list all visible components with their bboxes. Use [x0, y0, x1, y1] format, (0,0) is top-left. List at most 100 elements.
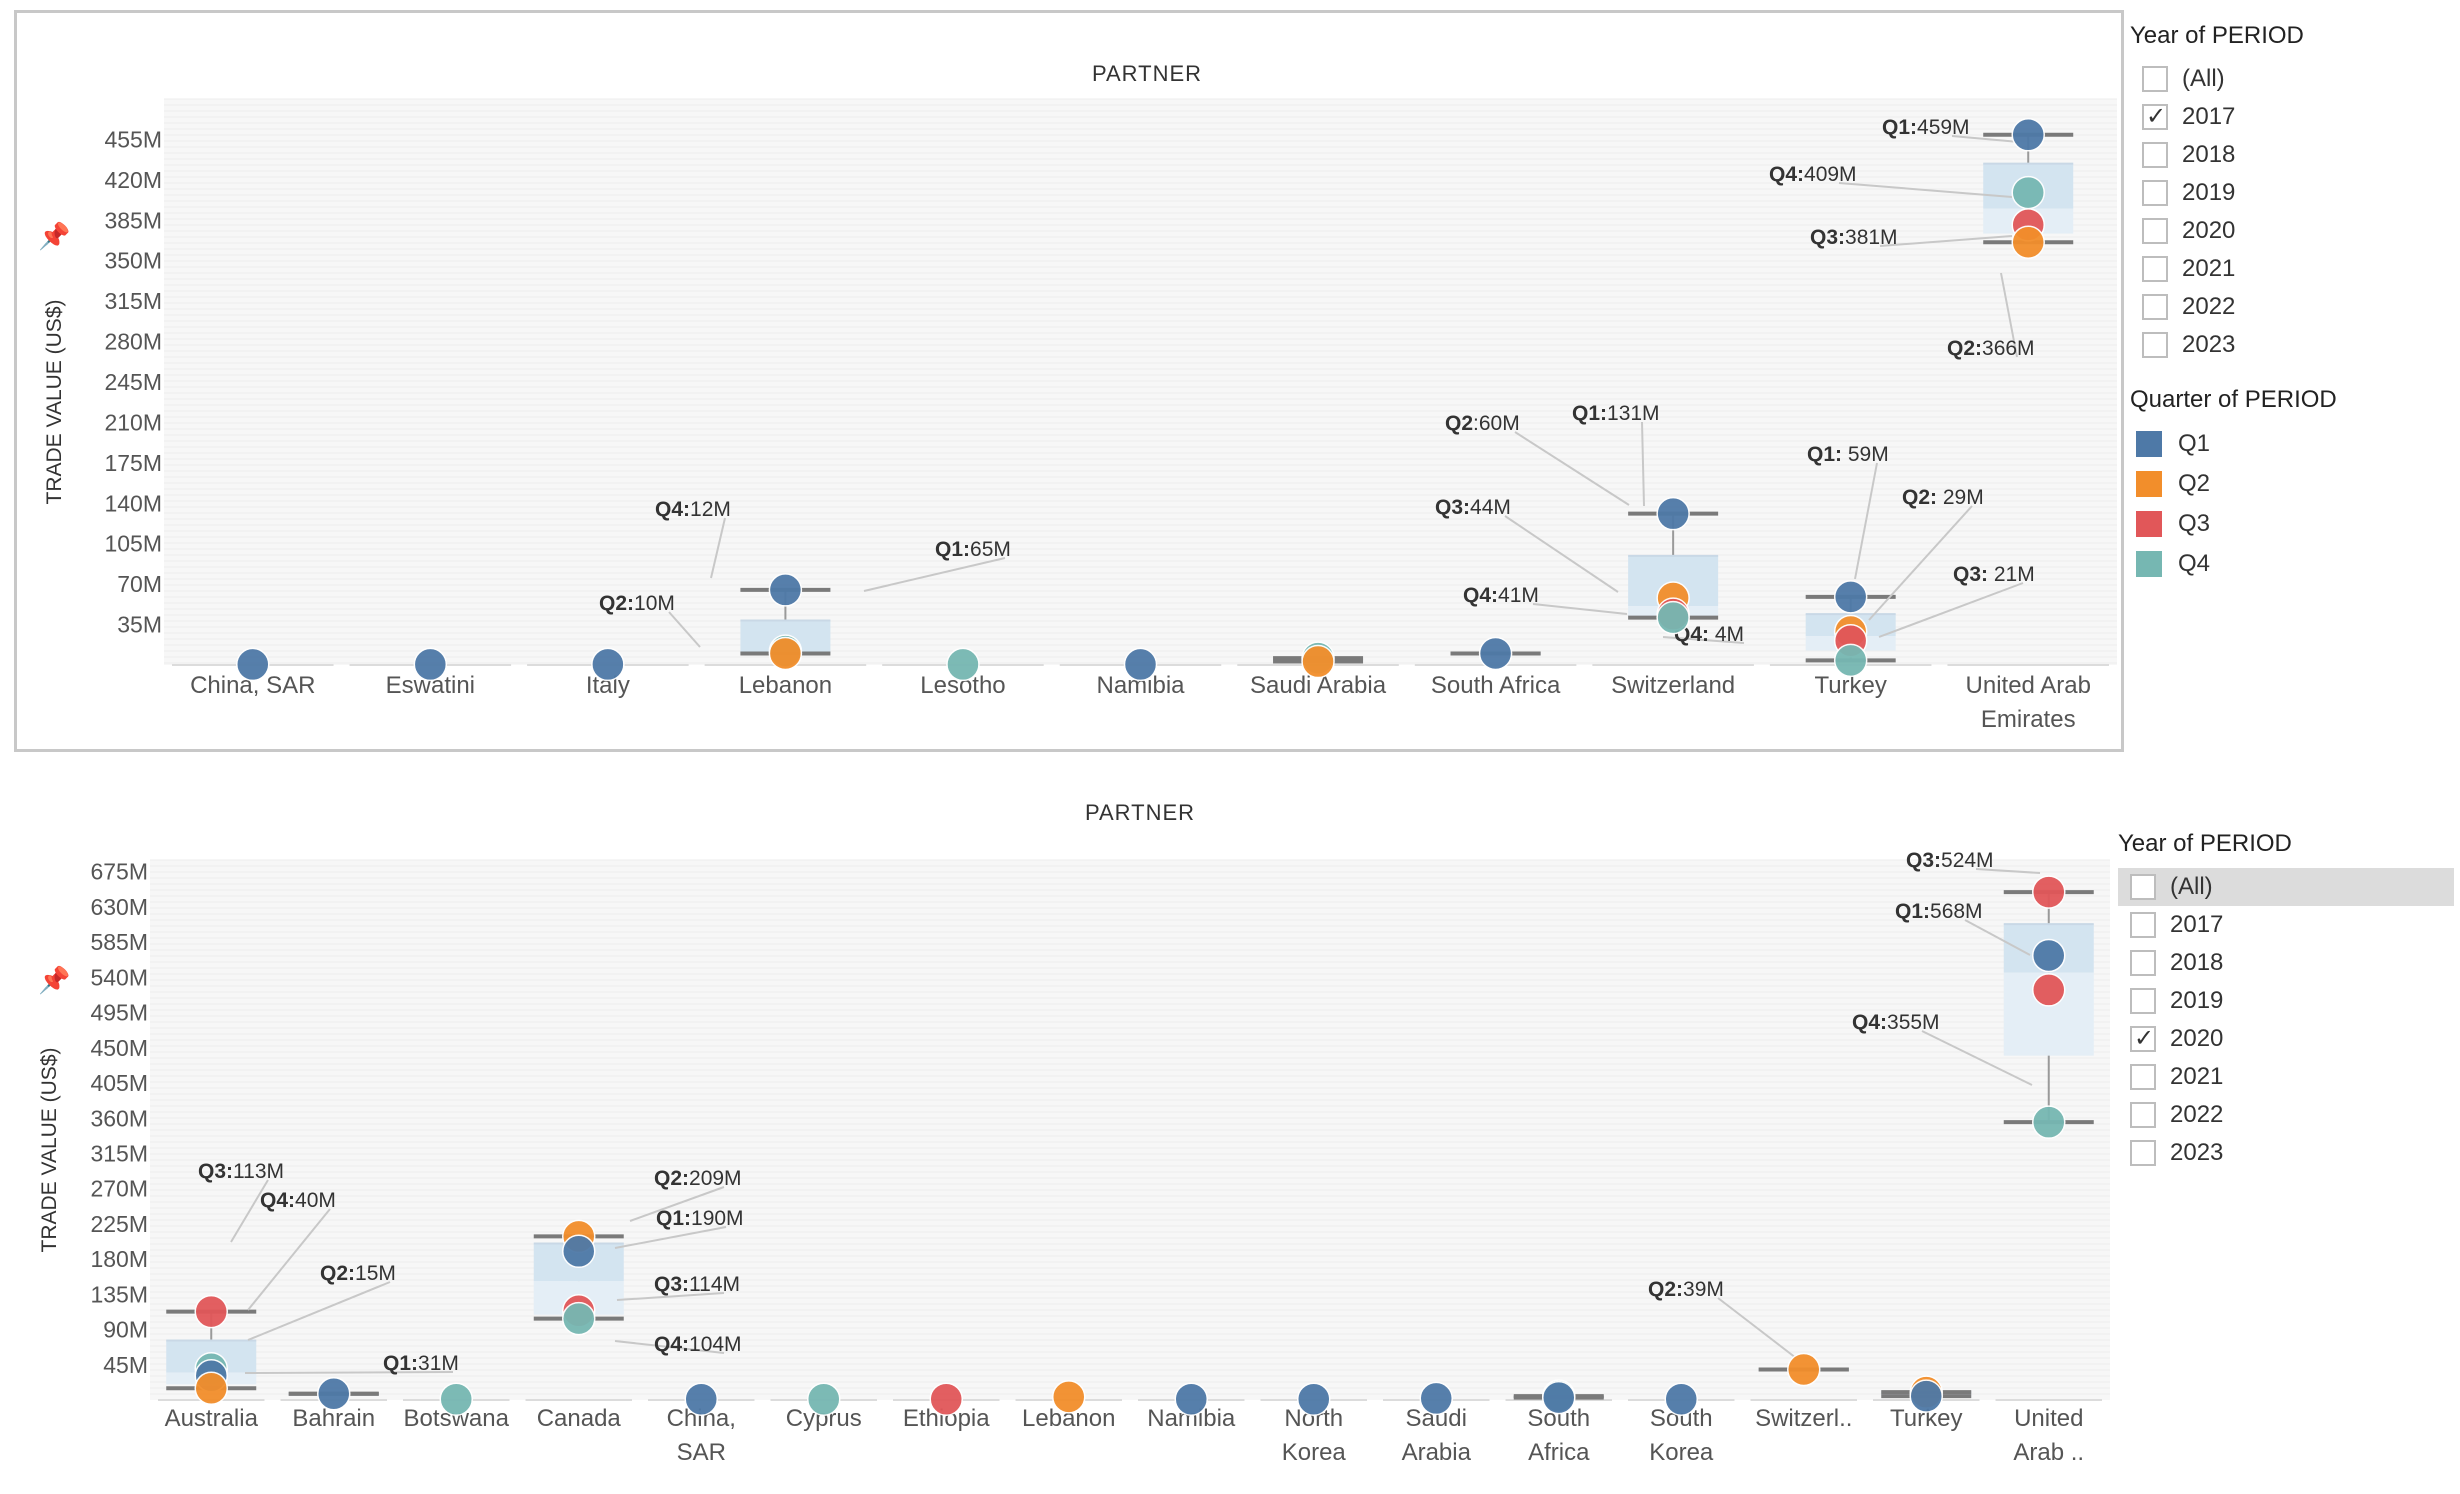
legend-top: Year of PERIOD (All) 2017 2018 2019 2020 2021… [2130, 22, 2450, 584]
year-filter-label: 2023 [2182, 331, 2236, 358]
legend-swatch [2136, 511, 2162, 537]
data-label: Q2:15M [320, 1262, 396, 1285]
checkbox[interactable] [2130, 1102, 2156, 1128]
checkbox[interactable] [2142, 294, 2168, 320]
data-label-quarter: Q2: [1947, 337, 1982, 360]
data-label: Q3:524M [1906, 849, 1994, 872]
y-tick-label: 450M [90, 1035, 148, 1061]
quarter-legend-item[interactable]: Q4 [2130, 544, 2450, 584]
year-filter-item[interactable]: 2022 [2130, 288, 2450, 326]
checkbox[interactable] [2142, 66, 2168, 92]
y-tick-label: 360M [90, 1105, 148, 1131]
label-leader-line [1717, 1297, 1797, 1359]
label-leader-line [1641, 421, 1645, 507]
year-filter-item[interactable]: (All) [2118, 868, 2454, 906]
year-filter-item[interactable]: 2017 [2130, 98, 2450, 136]
data-label-quarter: Q4: [1463, 584, 1498, 607]
chart-title: PARTNER [1092, 61, 1202, 86]
quarter-legend-label: Q2 [2178, 470, 2211, 497]
year-filter-item[interactable]: 2022 [2118, 1096, 2454, 1134]
data-point-q3 [2032, 875, 2066, 909]
checkbox[interactable] [2130, 950, 2156, 976]
data-point-q3 [2032, 973, 2066, 1007]
data-label: Q4:40M [260, 1189, 336, 1212]
category-label: Emirates [1981, 706, 2076, 733]
data-label-value: 114M [689, 1273, 740, 1296]
data-label: Q2:10M [599, 592, 675, 615]
checkbox[interactable] [2142, 218, 2168, 244]
year-filter-item[interactable]: 2017 [2118, 906, 2454, 944]
y-tick-label: 270M [90, 1176, 148, 1202]
data-point-q4 [1656, 600, 1690, 635]
checked-checkbox[interactable] [2130, 1024, 2156, 1052]
year-filter-item[interactable]: 2021 [2130, 250, 2450, 288]
category-label: Korea [1649, 1439, 1714, 1466]
checkbox[interactable] [2142, 142, 2168, 168]
pin-icon[interactable]: 📌 [38, 966, 71, 996]
data-label-quarter: Q2: [1902, 486, 1937, 509]
year-filter-item[interactable]: 2021 [2118, 1058, 2454, 1096]
checkbox[interactable] [2130, 1140, 2156, 1166]
y-tick-label: 420M [104, 167, 162, 193]
y-tick-label: 245M [104, 369, 162, 395]
label-leader-line [614, 1226, 727, 1249]
data-point-q3 [194, 1294, 228, 1329]
data-label-quarter: Q3: [654, 1273, 689, 1296]
pin-icon[interactable]: 📌 [38, 222, 71, 252]
data-point-q1 [1297, 1382, 1331, 1416]
year-filter-label: 2021 [2170, 1063, 2224, 1090]
label-leader-line [629, 1186, 725, 1222]
year-filter-item[interactable]: 2023 [2130, 326, 2450, 364]
checkbox[interactable] [2142, 256, 2168, 282]
data-label: Q1:131M [1572, 402, 1660, 425]
trade-value-chart-2017: PARTNER TRADE VALUE (US$) 35M 70M 105M 140M 17… [43, 61, 2117, 733]
year-filter-label: (All) [2182, 65, 2225, 92]
quarter-legend-label: Q3 [2178, 510, 2211, 537]
data-point-q1 [1419, 1381, 1453, 1416]
checkbox[interactable] [2130, 988, 2156, 1014]
category-label: SAR [677, 1439, 726, 1466]
checked-checkbox[interactable] [2142, 102, 2168, 130]
year-filter-item[interactable]: 2020 [2130, 212, 2450, 250]
data-point-q4 [1833, 643, 1868, 678]
year-filter-item[interactable]: (All) [2130, 60, 2450, 98]
y-axis-label: TRADE VALUE (US$) [43, 300, 66, 505]
year-filter-item[interactable]: 2019 [2118, 982, 2454, 1020]
data-point-q1 [1833, 580, 1868, 614]
data-point-q1 [317, 1376, 351, 1411]
data-point-q1 [1909, 1379, 1943, 1413]
data-point-q1 [1478, 636, 1513, 671]
label-leader-line [1514, 431, 1630, 506]
checkbox[interactable] [2142, 180, 2168, 206]
label-leader-line [1951, 135, 2020, 143]
year-filter-item[interactable]: 2018 [2118, 944, 2454, 982]
quarter-legend-item[interactable]: Q2 [2130, 464, 2450, 504]
year-filter-item[interactable]: 2019 [2130, 174, 2450, 212]
checkbox[interactable] [2130, 874, 2156, 900]
year-filter-item[interactable]: 2020 [2118, 1020, 2454, 1058]
data-label: Q1: 59M [1807, 443, 1889, 466]
data-label-quarter: Q3: [1435, 496, 1470, 519]
checkbox[interactable] [2130, 1064, 2156, 1090]
label-leader-line [1838, 182, 2013, 198]
checkbox[interactable] [2142, 332, 2168, 358]
year-filter-label: 2019 [2182, 179, 2236, 206]
quarter-legend-item[interactable]: Q3 [2130, 504, 2450, 544]
quarter-legend-title: Quarter of PERIOD [2130, 386, 2337, 413]
year-filter-title: Year of PERIOD [2118, 830, 2292, 857]
y-tick-label: 35M [117, 612, 162, 638]
data-label-value: 40M [295, 1189, 336, 1212]
year-filter-item[interactable]: 2023 [2118, 1134, 2454, 1172]
quarter-legend-list: Q1 Q2 Q3 Q4 [2130, 424, 2450, 584]
quarter-legend-item[interactable]: Q1 [2130, 424, 2450, 464]
category-label: Korea [1282, 1439, 1347, 1466]
category-label: Arabia [1402, 1439, 1472, 1466]
year-filter-item[interactable]: 2018 [2130, 136, 2450, 174]
data-label-quarter: Q1: [1572, 402, 1607, 425]
data-label: Q3:113M [198, 1160, 284, 1183]
data-label-value: 12M [690, 498, 731, 521]
checkbox[interactable] [2130, 912, 2156, 938]
chart-panel-bottom: PARTNER TRADE VALUE (US$) 45M 90M 135M 180M 22… [0, 770, 2124, 1494]
data-label-value: 524M [1941, 849, 1994, 872]
y-tick-label: 105M [104, 531, 162, 557]
